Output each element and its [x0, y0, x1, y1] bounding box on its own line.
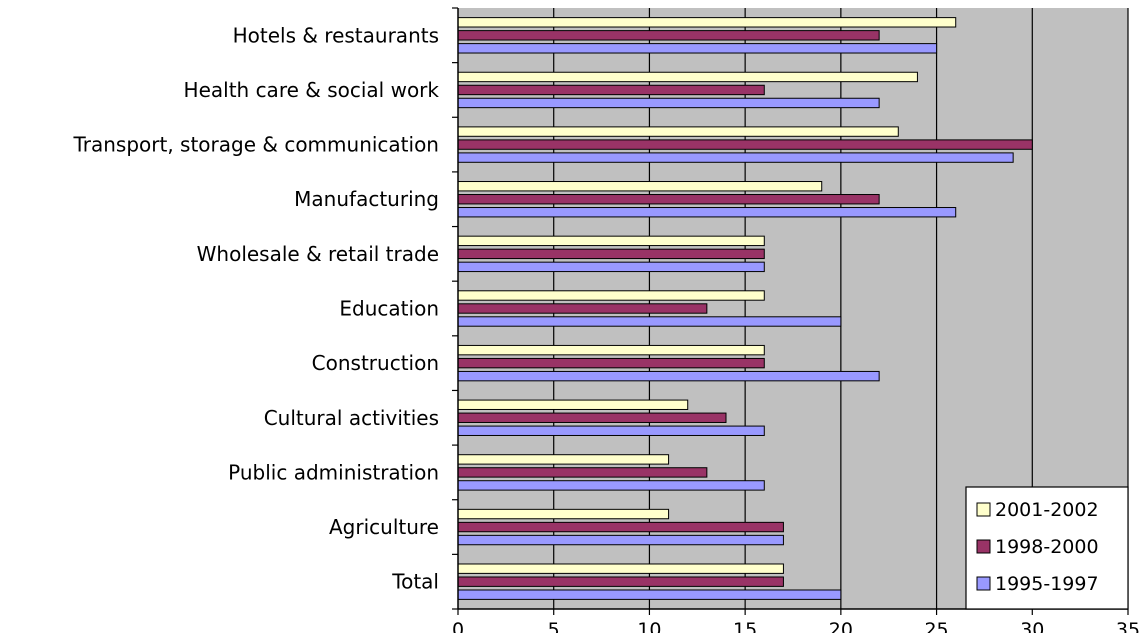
category-label: Education [339, 297, 439, 321]
bar [457, 84, 765, 96]
bar [457, 534, 784, 546]
category-label: Wholesale & retail trade [197, 242, 439, 266]
category-label: Hotels & restaurants [233, 23, 439, 47]
bar-marks [457, 17, 1033, 600]
category-label: Construction [312, 351, 439, 375]
x-tick-label: 15 [733, 619, 757, 633]
legend-label: 1995-1997 [995, 573, 1099, 595]
bar [457, 467, 708, 478]
bar [457, 303, 708, 314]
category-label: Cultural activities [264, 406, 439, 430]
x-tick-label: 30 [1020, 619, 1044, 633]
bar [457, 152, 1014, 163]
category-label: Health care & social work [184, 78, 440, 102]
bar [457, 357, 765, 369]
category-label: Agriculture [329, 515, 439, 539]
bar [457, 399, 689, 410]
bar [457, 139, 1033, 150]
legend-swatch [976, 502, 991, 517]
bar [457, 480, 765, 491]
bar [457, 370, 880, 382]
bar [457, 181, 823, 192]
x-tick-label: 10 [637, 619, 661, 633]
bar [457, 30, 880, 41]
bar [457, 261, 765, 273]
bar [457, 563, 784, 574]
bar [457, 126, 899, 137]
bar [457, 316, 842, 327]
legend-swatch [976, 576, 991, 591]
bar [457, 521, 784, 533]
legend-label: 1998-2000 [995, 536, 1099, 558]
bar [457, 589, 842, 600]
bar [457, 97, 880, 109]
bar [457, 454, 670, 465]
bar [457, 194, 880, 205]
axis-ticks [452, 7, 1129, 615]
bar [457, 508, 670, 520]
legend-label: 2001-2002 [995, 499, 1099, 521]
bar [457, 344, 765, 356]
category-label: Transport, storage & communication [72, 133, 439, 157]
category-label: Total [391, 570, 439, 594]
x-tick-label: 35 [1116, 619, 1140, 633]
bar [457, 248, 765, 260]
bar [457, 576, 784, 587]
x-tick-labels: 0 5 10 15 20 25 30 35 [452, 619, 1140, 633]
bar [457, 43, 938, 54]
legend-swatch [976, 539, 991, 554]
x-tick-label: 25 [924, 619, 948, 633]
category-label: Public administration [228, 460, 439, 484]
bar [457, 412, 727, 423]
x-tick-label: 5 [548, 619, 560, 633]
bar [457, 17, 957, 28]
bar [457, 425, 765, 436]
legend: 2001-2002 1998-2000 1995-1997 [965, 486, 1129, 610]
x-tick-label: 20 [829, 619, 853, 633]
category-labels: Hotels & restaurants Health care & social… [72, 23, 439, 593]
category-label: Manufacturing [294, 187, 439, 211]
bar [457, 71, 918, 83]
bar [457, 290, 765, 301]
legend-box [965, 486, 1129, 610]
x-tick-label: 0 [452, 619, 464, 633]
bar [457, 235, 765, 247]
bar [457, 207, 957, 218]
